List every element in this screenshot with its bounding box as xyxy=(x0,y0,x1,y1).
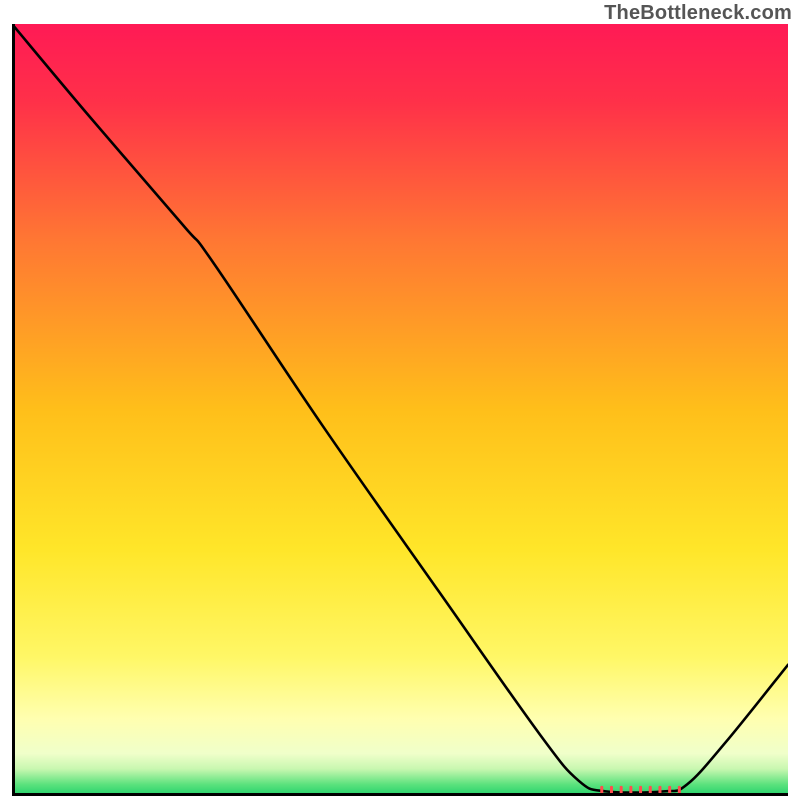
valley-marker xyxy=(639,786,642,794)
source-watermark: TheBottleneck.com xyxy=(604,2,792,25)
valley-marker xyxy=(649,786,652,794)
chart-svg xyxy=(12,24,788,796)
valley-marker xyxy=(658,786,661,794)
valley-marker xyxy=(610,786,613,794)
valley-marker xyxy=(668,786,671,794)
valley-marker xyxy=(678,786,681,794)
chart-container: TheBottleneck.com xyxy=(0,0,800,800)
valley-marker xyxy=(600,786,603,794)
chart-plot xyxy=(12,24,788,796)
gradient-background xyxy=(12,24,788,796)
valley-marker xyxy=(620,786,623,794)
valley-markers xyxy=(600,786,681,794)
valley-marker xyxy=(629,786,632,794)
